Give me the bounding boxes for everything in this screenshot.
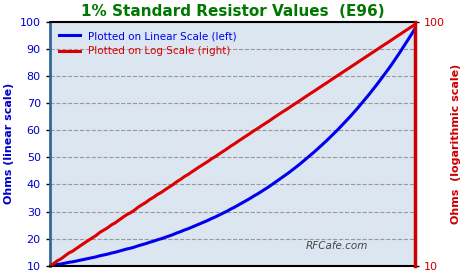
Legend: Plotted on Linear Scale (left), Plotted on Log Scale (right): Plotted on Linear Scale (left), Plotted … (55, 27, 241, 60)
Plotted on Linear Scale (left) (412, 26, 418, 30)
Line: Plotted on Log Scale (right): Plotted on Log Scale (right) (50, 24, 415, 266)
Line: Plotted on Linear Scale (left): Plotted on Linear Scale (left) (50, 28, 415, 266)
Plotted on Log Scale (right) (412, 23, 418, 26)
Y-axis label: Ohms  (logarithmic scale): Ohms (logarithmic scale) (451, 64, 461, 224)
Plotted on Log Scale (right) (47, 264, 53, 267)
Plotted on Linear Scale (left) (243, 199, 249, 202)
Plotted on Linear Scale (left) (382, 73, 387, 76)
Plotted on Linear Scale (left) (205, 219, 210, 222)
Plotted on Log Scale (right) (232, 142, 237, 145)
Plotted on Log Scale (right) (151, 196, 156, 199)
Plotted on Log Scale (right) (243, 134, 249, 138)
Plotted on Linear Scale (left) (47, 264, 53, 267)
Plotted on Linear Scale (left) (97, 254, 103, 258)
Y-axis label: Ohms (linear scale): Ohms (linear scale) (4, 83, 14, 205)
Plotted on Linear Scale (left) (232, 206, 237, 209)
Text: RFCafe.com: RFCafe.com (306, 241, 368, 251)
Plotted on Linear Scale (left) (151, 240, 156, 243)
Title: 1% Standard Resistor Values  (E96): 1% Standard Resistor Values (E96) (81, 4, 384, 19)
Plotted on Log Scale (right) (205, 160, 210, 163)
Plotted on Log Scale (right) (382, 43, 387, 46)
Plotted on Log Scale (right) (97, 231, 103, 234)
